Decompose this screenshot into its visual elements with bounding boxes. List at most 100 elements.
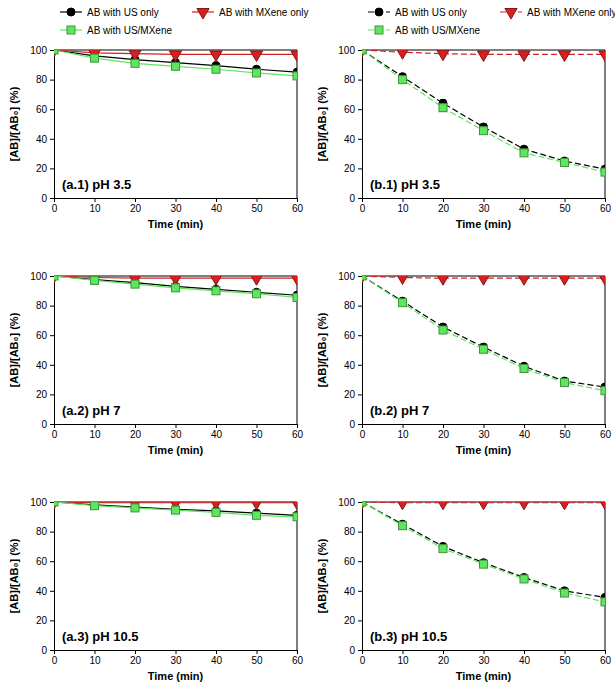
marker-shape bbox=[520, 575, 528, 583]
x-tick-mark bbox=[216, 198, 217, 202]
marker-shape bbox=[362, 502, 366, 506]
marker bbox=[396, 502, 408, 510]
x-axis-title: Time (min) bbox=[456, 444, 512, 456]
y-tick-mark bbox=[358, 335, 362, 336]
marker-shape bbox=[172, 284, 180, 292]
marker bbox=[480, 345, 488, 353]
x-tick: 50 bbox=[251, 424, 263, 440]
x-tick: 20 bbox=[438, 650, 450, 666]
x-tick-mark bbox=[484, 198, 485, 202]
x-tick-mark bbox=[605, 650, 606, 654]
x-tick: 40 bbox=[211, 424, 223, 440]
y-tick-label: 80 bbox=[36, 526, 48, 537]
x-axis: 0102030405060 bbox=[360, 650, 612, 666]
error-bar bbox=[440, 104, 446, 111]
marker-shape bbox=[396, 502, 408, 510]
x-tick-mark bbox=[176, 198, 177, 202]
frame bbox=[297, 502, 298, 650]
marker bbox=[91, 502, 99, 510]
panel-title: (a.1) pH 3.5 bbox=[62, 177, 131, 192]
marker bbox=[599, 51, 605, 62]
x-tick-label: 20 bbox=[438, 203, 450, 214]
y-tick: 40 bbox=[344, 360, 362, 371]
marker bbox=[253, 290, 261, 298]
marker-shape bbox=[131, 503, 139, 511]
x-tick-label: 10 bbox=[397, 203, 409, 214]
y-axis-line bbox=[358, 51, 363, 199]
y-tick-mark bbox=[358, 109, 362, 110]
x-axis-line bbox=[363, 199, 606, 203]
marker bbox=[362, 50, 366, 54]
x-tick-label: 0 bbox=[52, 429, 58, 440]
y-axis-title: [AB]/[AB₀] (%) bbox=[8, 312, 20, 387]
marker bbox=[518, 502, 530, 510]
marker bbox=[172, 62, 180, 70]
marker-shape bbox=[399, 299, 407, 307]
marker-shape bbox=[362, 502, 368, 509]
y-tick-mark bbox=[358, 591, 362, 592]
marker-shape bbox=[480, 345, 488, 353]
x-tick-label: 20 bbox=[130, 655, 142, 666]
y-tick-mark bbox=[358, 276, 362, 277]
y-tick-label: 0 bbox=[349, 645, 355, 656]
x-tick-label: 30 bbox=[170, 429, 182, 440]
x-tick-label: 60 bbox=[292, 203, 304, 214]
marker bbox=[601, 598, 605, 606]
x-tick-mark bbox=[216, 424, 217, 428]
y-tick-mark bbox=[358, 80, 362, 81]
marker-shape bbox=[561, 379, 569, 387]
x-axis-title: Time (min) bbox=[148, 444, 204, 456]
x-tick-label: 60 bbox=[600, 655, 612, 666]
marker-shape bbox=[399, 76, 407, 84]
x-tick-label: 20 bbox=[130, 429, 142, 440]
marker bbox=[477, 276, 489, 285]
marker bbox=[131, 503, 139, 511]
x-tick: 20 bbox=[438, 198, 450, 214]
y-tick-mark bbox=[50, 394, 54, 395]
y-tick: 60 bbox=[344, 556, 362, 567]
panel: 0102030405060020406080100(a.1) pH 3.5Tim… bbox=[8, 45, 303, 230]
y-tick: 100 bbox=[30, 271, 54, 282]
legend-item: AB with US/MXene bbox=[368, 25, 480, 36]
marker-shape bbox=[210, 51, 222, 62]
y-axis: 020406080100 bbox=[30, 271, 54, 430]
legend: AB with US onlyAB with MXene onlyAB with… bbox=[60, 7, 309, 36]
marker-shape bbox=[561, 589, 569, 597]
series-line bbox=[362, 502, 605, 602]
x-tick-mark bbox=[297, 650, 298, 654]
x-tick-mark bbox=[484, 650, 485, 654]
x-tick-label: 20 bbox=[438, 429, 450, 440]
legend-label: AB with MXene only bbox=[527, 7, 615, 18]
plot-area bbox=[54, 50, 297, 80]
y-tick: 60 bbox=[36, 104, 54, 115]
x-axis: 0102030405060 bbox=[52, 650, 304, 666]
marker-shape bbox=[362, 276, 366, 280]
y-tick: 80 bbox=[36, 526, 54, 537]
y-tick: 100 bbox=[338, 497, 362, 508]
marker bbox=[601, 387, 605, 395]
marker-shape bbox=[91, 276, 99, 284]
x-tick: 10 bbox=[397, 198, 409, 214]
marker bbox=[172, 284, 180, 292]
marker bbox=[293, 72, 297, 80]
marker bbox=[558, 502, 570, 510]
marker bbox=[91, 502, 99, 509]
marker-shape bbox=[54, 50, 58, 54]
marker bbox=[54, 276, 58, 280]
y-tick-label: 100 bbox=[338, 271, 355, 282]
marker-shape bbox=[561, 158, 569, 166]
y-tick: 20 bbox=[36, 389, 54, 400]
y-tick: 0 bbox=[349, 645, 362, 656]
marker-shape bbox=[396, 276, 408, 284]
y-tick-mark bbox=[358, 139, 362, 140]
marker bbox=[250, 502, 262, 510]
x-tick-mark bbox=[257, 650, 258, 654]
marker-shape bbox=[558, 502, 570, 510]
y-tick-label: 100 bbox=[30, 45, 47, 56]
y-tick-label: 40 bbox=[36, 586, 48, 597]
marker-shape bbox=[91, 502, 99, 509]
x-tick: 20 bbox=[130, 650, 142, 666]
marker-shape bbox=[250, 276, 262, 285]
legend: AB with US onlyAB with MXene onlyAB with… bbox=[368, 7, 615, 36]
x-tick-label: 40 bbox=[519, 203, 531, 214]
